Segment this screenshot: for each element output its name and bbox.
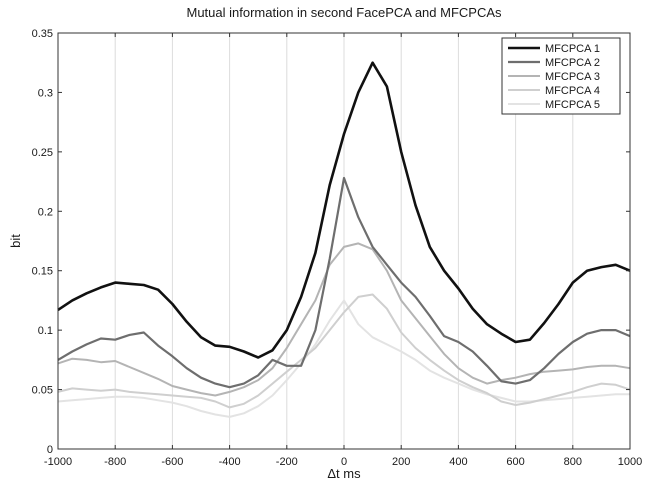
y-tick-label: 0.1	[38, 325, 53, 337]
y-axis-ticks: 0 0.05 0.1 0.15 0.2 0.25 0.3 0.35	[32, 28, 630, 456]
series-line-mfcpca-3	[57, 242, 631, 397]
y-tick-label: 0.05	[32, 385, 53, 397]
y-tick-label: 0.15	[32, 266, 53, 278]
legend-label: MFCPCA 4	[545, 85, 600, 97]
x-tick-label: 200	[392, 456, 410, 468]
chart-title: Mutual information in second FacePCA and…	[186, 5, 502, 20]
legend-label: MFCPCA 1	[545, 43, 600, 55]
series-line-mfcpca-1	[57, 61, 631, 359]
series-line-mfcpca-2	[57, 176, 631, 389]
x-tick-label: 600	[506, 456, 524, 468]
y-tick-label: 0.35	[32, 28, 53, 40]
legend-label: MFCPCA 5	[545, 99, 600, 111]
y-tick-label: 0.25	[32, 147, 53, 159]
y-tick-label: 0	[47, 444, 53, 456]
vertical-grid	[114, 33, 574, 449]
legend: MFCPCA 1 MFCPCA 2 MFCPCA 3 MFCPCA 4 MFCPCA 5	[501, 37, 621, 115]
x-axis-ticks: -1000 -800 -600 -400 -200 0 200 400 600 800 1000	[44, 33, 642, 468]
y-tick-label: 0.3	[38, 87, 53, 99]
legend-label: MFCPCA 3	[545, 71, 600, 83]
x-tick-label: 1000	[618, 456, 642, 468]
x-tick-label: -400	[219, 456, 241, 468]
series-line-mfcpca-4	[57, 293, 631, 409]
x-tick-label: -600	[161, 456, 183, 468]
x-tick-label: 400	[449, 456, 467, 468]
legend-label: MFCPCA 2	[545, 57, 600, 69]
y-axis-label: bit	[8, 234, 23, 248]
series-lines	[57, 61, 631, 418]
x-axis-label: Δt ms	[327, 466, 361, 481]
x-tick-label: -800	[104, 456, 126, 468]
x-tick-label: 800	[564, 456, 582, 468]
y-tick-label: 0.2	[38, 206, 53, 218]
x-tick-label: -200	[276, 456, 298, 468]
x-tick-label: 0	[341, 456, 347, 468]
x-tick-label: -1000	[44, 456, 72, 468]
